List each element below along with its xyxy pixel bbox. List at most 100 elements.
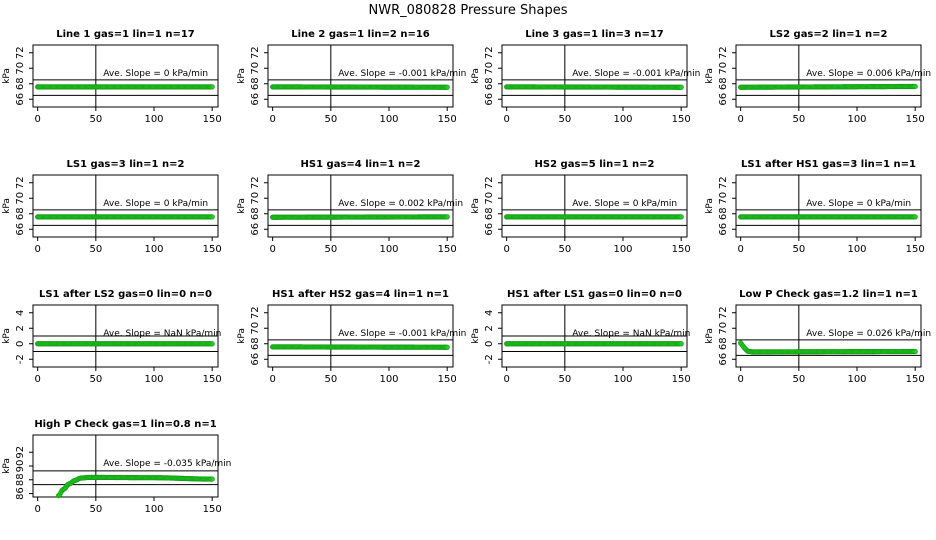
x-tick-label: 50	[558, 374, 571, 385]
x-tick-label: 50	[324, 374, 337, 385]
x-tick-label: 150	[203, 374, 222, 385]
panel-title: HS1 after HS2 gas=4 lin=1 n=1	[272, 289, 449, 300]
plot-frame	[501, 44, 688, 108]
x-tick-label: 150	[906, 244, 925, 255]
plot-frame	[267, 44, 454, 108]
x-tick-label: 50	[89, 504, 102, 515]
y-tick-label: 68	[15, 207, 26, 220]
y-tick-label: 70	[718, 192, 729, 205]
y-tick-label: 70	[484, 192, 495, 205]
x-tick-label: 50	[558, 244, 571, 255]
plot-frame	[501, 174, 688, 238]
data-point	[444, 344, 450, 350]
y-axis-label: kPa	[237, 328, 247, 344]
data-point	[209, 214, 215, 220]
y-tick-label: 66	[15, 223, 26, 236]
slope-annotation: Ave. Slope = -0.035 kPa/min	[103, 459, 231, 469]
y-axis-label: kPa	[2, 198, 12, 214]
x-tick-label: 50	[324, 244, 337, 255]
x-tick-label: 100	[613, 244, 632, 255]
y-axis-label: kPa	[2, 328, 12, 344]
y-tick-label: 66	[718, 93, 729, 106]
plot-frame	[735, 174, 922, 238]
data-point	[912, 83, 918, 90]
x-tick-label: 100	[144, 244, 163, 255]
x-tick-label: 150	[203, 244, 222, 255]
x-tick-label: 0	[34, 114, 40, 125]
x-tick-label: 100	[613, 374, 632, 385]
panel-title: HS2 gas=5 lin=1 n=2	[535, 159, 655, 170]
y-axis-label: kPa	[705, 68, 715, 84]
panel-title: Line 3 gas=1 lin=3 n=17	[525, 29, 664, 40]
x-tick-label: 50	[792, 244, 805, 255]
slope-annotation: Ave. Slope = -0.001 kPa/min	[572, 69, 700, 79]
y-tick-label: 92	[15, 446, 26, 459]
y-tick-label: 66	[718, 223, 729, 236]
x-tick-label: 0	[737, 374, 743, 385]
y-tick-label: 68	[718, 77, 729, 90]
x-tick-label: 0	[269, 374, 275, 385]
x-tick-label: 100	[613, 114, 632, 125]
x-tick-label: 100	[379, 114, 398, 125]
slope-annotation: Ave. Slope = 0.006 kPa/min	[806, 69, 931, 79]
slope-annotation: Ave. Slope = 0 kPa/min	[103, 69, 208, 79]
data-point	[209, 341, 215, 347]
x-tick-label: 0	[34, 504, 40, 515]
y-tick-label: 68	[484, 77, 495, 90]
y-axis-label: kPa	[2, 68, 12, 84]
y-tick-label: 90	[15, 460, 26, 473]
x-tick-label: 50	[792, 114, 805, 125]
x-tick-label: 50	[89, 114, 102, 125]
x-tick-label: 150	[203, 114, 222, 125]
y-tick-label: 66	[718, 353, 729, 366]
y-tick-label: 70	[250, 192, 261, 205]
y-tick-label: 70	[250, 322, 261, 335]
y-tick-label: 68	[250, 337, 261, 350]
x-tick-label: 100	[847, 244, 866, 255]
x-tick-label: 0	[503, 244, 509, 255]
chart-panel: LS1 after HS1 gas=3 lin=1 n=1 kPa 0 50 100 15…	[705, 159, 925, 255]
data-point	[912, 214, 918, 220]
y-tick-label: 72	[718, 176, 729, 189]
chart-panel: Line 3 gas=1 lin=3 n=17 kPa 0 50 100 150 66 68 7…	[471, 29, 700, 125]
x-tick-label: 150	[672, 114, 691, 125]
y-tick-label: 68	[718, 337, 729, 350]
y-tick-label: 66	[15, 93, 26, 106]
slope-annotation: Ave. Slope = 0.026 kPa/min	[806, 329, 931, 339]
x-tick-label: 150	[203, 504, 222, 515]
panel-title: LS1 gas=3 lin=1 n=2	[67, 159, 185, 170]
y-tick-label: -2	[15, 354, 26, 364]
x-tick-label: 0	[269, 114, 275, 125]
y-tick-label: 2	[15, 325, 26, 331]
y-tick-label: 0	[15, 341, 26, 347]
data-point	[209, 476, 215, 482]
x-tick-label: 50	[89, 244, 102, 255]
y-tick-label: 72	[15, 176, 26, 189]
y-tick-label: 2	[484, 325, 495, 331]
plot-frame	[267, 304, 454, 368]
slope-annotation: Ave. Slope = NaN kPa/min	[103, 329, 221, 339]
chart-panel: High P Check gas=1 lin=0.8 n=1 kPa 0 50 100 1…	[2, 419, 231, 515]
x-tick-label: 150	[906, 114, 925, 125]
y-tick-label: 72	[484, 46, 495, 59]
y-axis-label: kPa	[471, 198, 481, 214]
slope-annotation: Ave. Slope = 0 kPa/min	[806, 199, 911, 209]
y-tick-label: 66	[484, 93, 495, 106]
y-axis-label: kPa	[237, 198, 247, 214]
x-tick-label: 100	[379, 244, 398, 255]
y-tick-label: 68	[250, 207, 261, 220]
panel-title: High P Check gas=1 lin=0.8 n=1	[34, 419, 216, 430]
slope-annotation: Ave. Slope = NaN kPa/min	[572, 329, 690, 339]
x-tick-label: 150	[438, 244, 457, 255]
x-tick-label: 0	[269, 244, 275, 255]
y-tick-label: -2	[484, 354, 495, 364]
x-tick-label: 100	[144, 504, 163, 515]
panel-title: LS1 after LS2 gas=0 lin=0 n=0	[39, 289, 212, 300]
y-tick-label: 66	[250, 353, 261, 366]
y-tick-label: 68	[484, 207, 495, 220]
x-tick-label: 0	[737, 244, 743, 255]
data-point	[444, 84, 450, 90]
